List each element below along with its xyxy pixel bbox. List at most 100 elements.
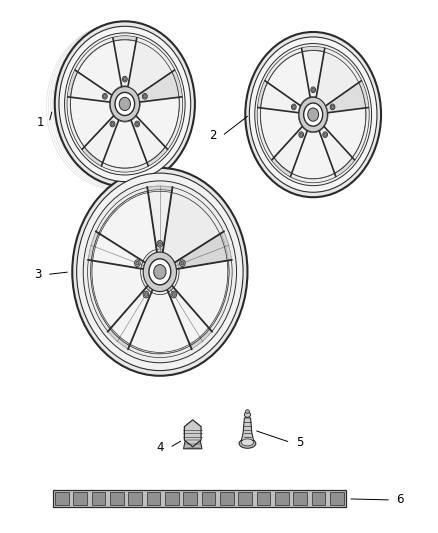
Ellipse shape <box>293 106 295 109</box>
Ellipse shape <box>145 293 148 296</box>
Polygon shape <box>319 83 366 173</box>
Bar <box>201 492 215 505</box>
Polygon shape <box>68 70 114 102</box>
Bar <box>55 492 69 505</box>
Ellipse shape <box>110 121 115 127</box>
Bar <box>92 492 105 505</box>
Bar <box>293 492 307 505</box>
Ellipse shape <box>135 121 140 127</box>
Ellipse shape <box>181 261 184 265</box>
Polygon shape <box>84 116 166 168</box>
Text: 2: 2 <box>209 130 217 142</box>
Text: 5: 5 <box>296 436 303 449</box>
Ellipse shape <box>122 76 127 82</box>
Ellipse shape <box>136 261 139 265</box>
Bar <box>128 492 142 505</box>
Text: 6: 6 <box>396 494 404 506</box>
Ellipse shape <box>324 133 326 136</box>
Bar <box>257 492 270 505</box>
Polygon shape <box>82 114 120 166</box>
Polygon shape <box>173 231 232 269</box>
Ellipse shape <box>311 87 315 93</box>
Ellipse shape <box>239 439 256 448</box>
Polygon shape <box>241 418 254 441</box>
Polygon shape <box>92 190 172 269</box>
Bar <box>311 492 325 505</box>
Polygon shape <box>71 39 136 102</box>
Ellipse shape <box>111 123 114 126</box>
Ellipse shape <box>312 88 314 92</box>
Polygon shape <box>272 125 308 176</box>
Ellipse shape <box>300 133 303 136</box>
Ellipse shape <box>257 46 369 183</box>
Ellipse shape <box>124 77 126 81</box>
Ellipse shape <box>119 98 131 110</box>
Bar <box>183 492 197 505</box>
Polygon shape <box>302 47 325 100</box>
Bar <box>238 492 252 505</box>
Ellipse shape <box>64 33 185 175</box>
Ellipse shape <box>245 409 249 414</box>
Ellipse shape <box>115 92 134 116</box>
Ellipse shape <box>59 26 191 182</box>
Ellipse shape <box>255 44 371 185</box>
Text: 4: 4 <box>157 441 164 454</box>
Bar <box>147 492 160 505</box>
Polygon shape <box>168 233 229 345</box>
Polygon shape <box>70 72 119 163</box>
Polygon shape <box>318 125 354 176</box>
Polygon shape <box>274 127 353 179</box>
Bar <box>165 492 179 505</box>
Polygon shape <box>166 284 212 349</box>
Bar <box>275 492 289 505</box>
Bar <box>53 490 346 507</box>
Ellipse shape <box>171 291 177 298</box>
Polygon shape <box>130 114 168 166</box>
Bar <box>110 492 124 505</box>
Ellipse shape <box>180 260 185 266</box>
Bar <box>220 492 234 505</box>
Ellipse shape <box>249 37 377 192</box>
Polygon shape <box>147 185 173 254</box>
Ellipse shape <box>154 264 166 279</box>
Ellipse shape <box>72 168 247 376</box>
Ellipse shape <box>142 93 147 99</box>
Polygon shape <box>91 191 229 354</box>
Ellipse shape <box>157 240 163 247</box>
Ellipse shape <box>331 106 334 109</box>
Ellipse shape <box>245 32 381 197</box>
Polygon shape <box>324 80 368 113</box>
Ellipse shape <box>103 95 106 98</box>
Bar <box>330 492 344 505</box>
Ellipse shape <box>330 104 335 110</box>
Ellipse shape <box>110 86 140 122</box>
Ellipse shape <box>241 439 254 446</box>
Polygon shape <box>260 83 307 173</box>
Ellipse shape <box>134 260 140 266</box>
Ellipse shape <box>308 108 318 121</box>
Ellipse shape <box>83 181 237 363</box>
Text: 3: 3 <box>34 268 42 281</box>
Ellipse shape <box>299 97 328 132</box>
Ellipse shape <box>55 21 195 187</box>
Polygon shape <box>110 288 210 354</box>
Polygon shape <box>184 420 201 447</box>
Polygon shape <box>261 50 324 112</box>
Polygon shape <box>258 80 303 113</box>
Polygon shape <box>108 284 153 349</box>
Ellipse shape <box>159 242 162 246</box>
Ellipse shape <box>102 93 107 99</box>
Ellipse shape <box>291 104 296 110</box>
Ellipse shape <box>172 293 175 296</box>
Ellipse shape <box>323 132 328 138</box>
Polygon shape <box>113 36 137 90</box>
Text: 1: 1 <box>36 116 44 129</box>
Ellipse shape <box>244 412 251 417</box>
Ellipse shape <box>136 123 138 126</box>
Ellipse shape <box>304 103 323 126</box>
Ellipse shape <box>67 36 183 172</box>
Bar <box>73 492 87 505</box>
Ellipse shape <box>149 259 171 285</box>
Polygon shape <box>184 438 202 449</box>
Ellipse shape <box>88 186 232 358</box>
